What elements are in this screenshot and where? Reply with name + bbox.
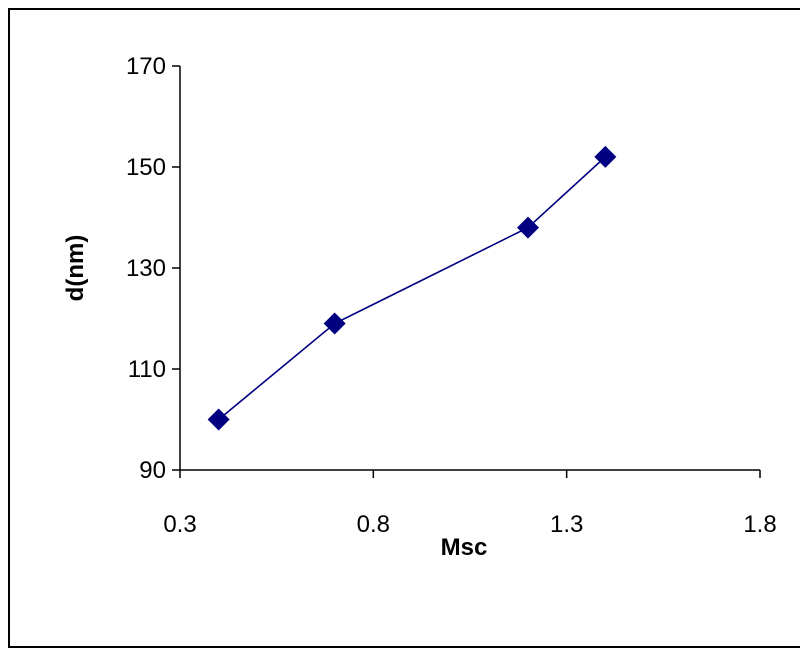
x-tick-label: 1.3 [550,511,583,538]
x-axis-title: Msc [441,534,488,561]
axes [179,66,760,471]
line-chart: 90 110 130 150 170 0.3 0.8 1.3 1.8 Msc d(nm) [62,53,777,561]
data-point-marker [594,145,617,168]
data-point-marker [323,312,346,335]
chart-area [8,8,800,648]
y-tick-label: 170 [126,53,166,80]
x-tick-label: 1.8 [743,511,776,538]
y-tick-label: 90 [139,457,166,484]
x-tick-label: 0.3 [163,511,196,538]
y-tick-label: 130 [126,255,166,282]
data-point-marker [517,216,539,239]
series-group [207,145,617,431]
y-axis-title: d(nm) [62,235,89,302]
tick-labels: 90 110 130 150 170 0.3 0.8 1.3 1.8 [126,53,777,538]
y-tick-label: 110 [128,356,166,383]
data-point-marker [207,408,230,431]
x-tick-label: 0.8 [357,511,390,538]
y-tick-label: 150 [126,154,166,181]
tick-marks [172,65,761,478]
series-line [218,156,606,421]
